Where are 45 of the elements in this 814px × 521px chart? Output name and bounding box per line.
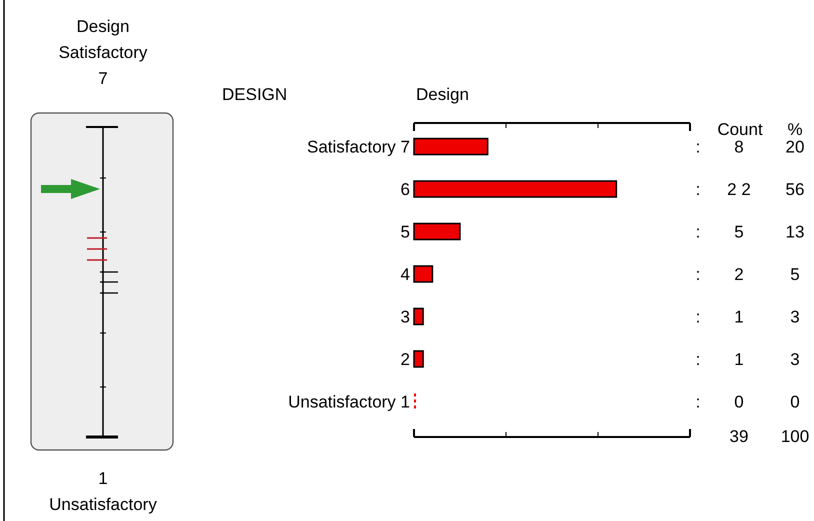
y-tick-label: 6: [400, 180, 410, 200]
text: 1: [98, 469, 108, 488]
bar: [413, 308, 424, 326]
text: :: [696, 138, 700, 157]
text: Satisfactory: [58, 43, 148, 62]
text: :: [696, 265, 700, 284]
y-tick-label: Satisfactory 7: [307, 138, 410, 157]
text: %: [787, 120, 803, 139]
text: 0: [734, 392, 744, 412]
text: Design: [76, 17, 130, 36]
y-tick-label: Unsatisfactory 1: [288, 392, 410, 412]
text: DESIGN: [222, 85, 288, 104]
text: 0: [790, 392, 800, 412]
text: :: [696, 307, 700, 326]
bar: [413, 265, 434, 283]
text: :: [696, 350, 700, 369]
text: 5: [734, 222, 744, 242]
text: :: [696, 180, 700, 200]
text: 1: [734, 307, 744, 326]
bar: [413, 222, 461, 240]
text: 1: [734, 350, 744, 369]
text: 20: [786, 138, 804, 157]
y-tick-label: 3: [400, 307, 410, 326]
text: :: [696, 392, 700, 412]
text: 3: [790, 350, 800, 369]
text: 13: [786, 222, 804, 242]
text: 2: [734, 265, 744, 284]
x-axis-title: Design: [416, 85, 469, 104]
text: 100: [780, 427, 810, 446]
bar: [413, 350, 424, 368]
text: 3: [790, 307, 800, 326]
y-tick-label: 5: [400, 222, 410, 242]
text: 2 2: [727, 180, 751, 200]
text: 7: [98, 69, 108, 88]
text: 5: [790, 265, 800, 284]
text: Count: [717, 120, 763, 139]
text: 39: [730, 427, 748, 446]
y-tick-label: 2: [400, 350, 410, 369]
y-tick-label: 4: [400, 265, 410, 284]
text: :: [696, 222, 700, 242]
bar: [413, 180, 618, 198]
text: 56: [786, 180, 804, 200]
text: 8: [734, 138, 744, 157]
bar: [413, 138, 488, 156]
text: Unsatisfactory: [49, 495, 158, 514]
